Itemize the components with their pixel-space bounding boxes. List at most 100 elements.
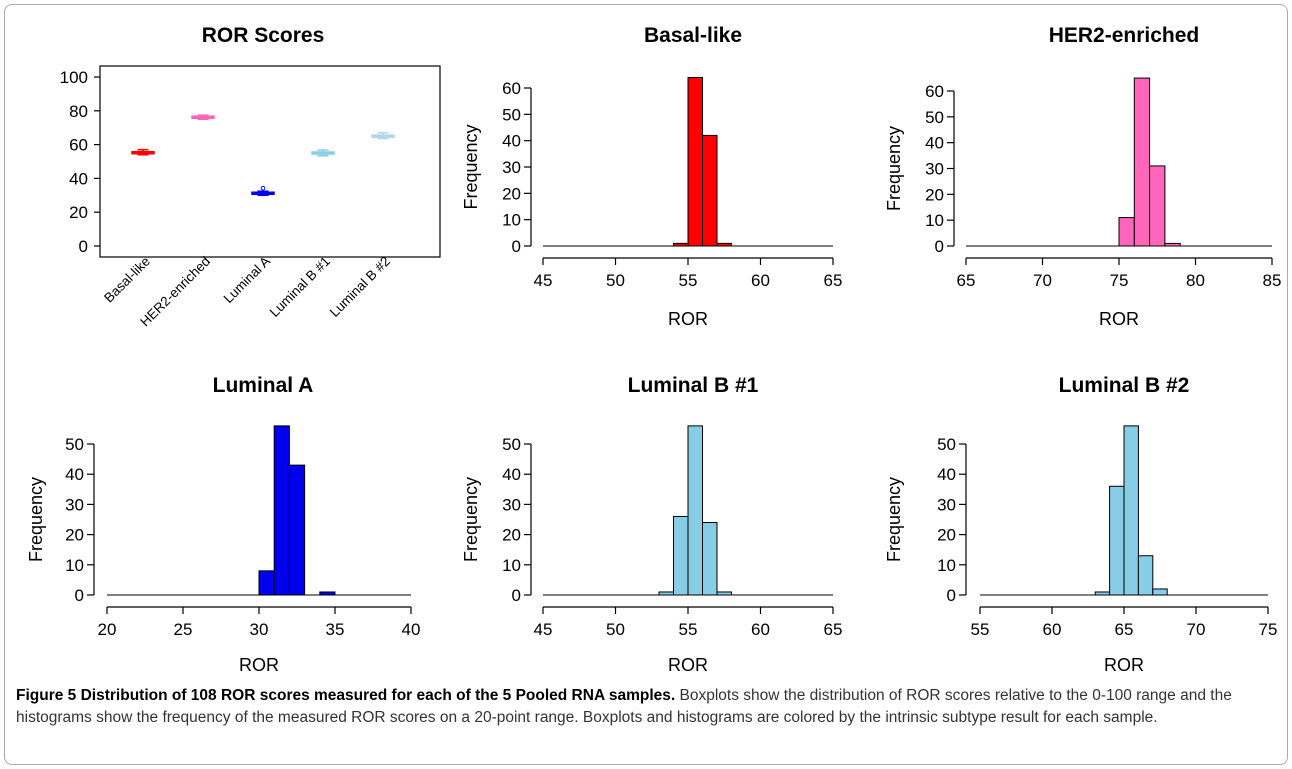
x-category-label: Luminal B #2: [327, 254, 393, 320]
y-tick-label: 40: [69, 169, 88, 188]
y-tick-label: 0: [935, 237, 944, 256]
x-category-label: Luminal A: [221, 254, 274, 307]
x-tick-label: 85: [1263, 271, 1282, 290]
y-tick-label: 60: [502, 79, 521, 98]
x-tick-label: 45: [534, 271, 553, 290]
x-category-label: Luminal B #1: [267, 254, 333, 320]
y-tick-label: 30: [502, 495, 521, 514]
y-tick-label: 20: [65, 526, 84, 545]
y-tick-label: 10: [925, 211, 944, 230]
histogram-bar: [702, 522, 718, 596]
x-tick-label: 75: [1110, 271, 1129, 290]
x-tick-label: 60: [751, 271, 770, 290]
y-tick-label: 20: [69, 203, 88, 222]
y-tick-label: 60: [925, 82, 944, 101]
histogram-bar: [1094, 591, 1111, 596]
chart-title: Luminal B #1: [628, 374, 759, 397]
y-tick-label: 20: [502, 526, 521, 545]
figure-frame: [4, 4, 1288, 765]
x-tick-label: 55: [679, 271, 698, 290]
y-tick-label: 10: [502, 211, 521, 230]
y-tick-label: 40: [502, 465, 521, 484]
x-tick-label: 50: [606, 620, 625, 639]
histogram-bar: [687, 76, 703, 247]
x-tick-label: 45: [534, 620, 553, 639]
x-tick-label: 65: [824, 620, 843, 639]
x-category-label: Basal-like: [101, 254, 153, 306]
x-tick-label: 50: [606, 271, 625, 290]
figure-caption: Figure 5 Distribution of 108 ROR scores …: [16, 685, 1278, 729]
y-axis-label: Frequency: [884, 477, 904, 562]
x-tick-label: 20: [98, 620, 117, 639]
y-tick-label: 50: [502, 105, 521, 124]
y-tick-label: 0: [75, 586, 84, 605]
x-tick-label: 80: [1186, 271, 1205, 290]
y-tick-label: 0: [947, 586, 956, 605]
y-tick-label: 50: [65, 435, 84, 454]
x-tick-label: 60: [751, 620, 770, 639]
x-tick-label: 35: [326, 620, 345, 639]
histogram-bar: [1137, 555, 1154, 596]
histogram-bar: [1123, 425, 1139, 596]
y-tick-label: 0: [512, 237, 521, 256]
x-tick-label: 55: [971, 620, 990, 639]
y-tick-label: 10: [502, 556, 521, 575]
histogram-bar: [702, 134, 718, 247]
histogram-bar: [658, 591, 674, 596]
chart-panel-her2-enriched: HER2-enriched 65 70 75 80 85 ROR 0 10 20 30 40 50 60 F…: [884, 24, 1281, 329]
x-tick-label: 60: [1043, 620, 1062, 639]
histogram-bar: [1109, 485, 1125, 596]
chart-panel-luminal-b-2: Luminal B #2 55 60 65 70 75 ROR 0 10 20 30 40 50 Freq…: [884, 374, 1277, 675]
y-tick-label: 80: [69, 102, 88, 121]
y-tick-label: 50: [502, 435, 521, 454]
figure-plots: ROR Scores020406080100Basal-likeHER2-enr…: [26, 24, 1281, 675]
plot-frame: [99, 65, 441, 258]
histogram-bar: [319, 591, 336, 596]
x-tick-label: 65: [957, 271, 976, 290]
y-axis-label: Frequency: [461, 124, 481, 209]
y-tick-label: 30: [65, 495, 84, 514]
y-tick-label: 40: [925, 134, 944, 153]
chart-panel-luminal-a: Luminal A 20 25 30 35 40 ROR 0 10 20 30 40 50 Frequen…: [26, 374, 420, 675]
histogram-bar: [1133, 77, 1151, 247]
y-axis-label: Frequency: [26, 477, 46, 562]
histogram-bar: [673, 242, 689, 247]
chart-title: Luminal A: [213, 374, 314, 397]
box-outlier: [260, 185, 266, 191]
y-tick-label: 20: [937, 526, 956, 545]
histogram-bar: [288, 464, 306, 596]
histogram-bar: [1164, 242, 1181, 247]
x-axis-label: ROR: [1104, 655, 1144, 675]
y-axis-label: Frequency: [884, 126, 904, 211]
chart-panel-luminal-b-1: Luminal B #1 45 50 55 60 65 ROR 0 10 20 30 40 50 Freq…: [461, 374, 842, 675]
chart-title: Luminal B #2: [1059, 374, 1190, 397]
y-tick-label: 40: [937, 465, 956, 484]
histogram-bar: [716, 242, 732, 247]
histogram-bar: [716, 591, 732, 596]
x-axis-label: ROR: [668, 309, 708, 329]
y-tick-label: 50: [925, 108, 944, 127]
y-tick-label: 20: [502, 184, 521, 203]
chart-panel-basal-like: Basal-like 45 50 55 60 65 ROR 0 10 20 30 40 50 60 Freq…: [461, 24, 842, 329]
histogram-bar: [673, 515, 689, 596]
y-tick-label: 20: [925, 185, 944, 204]
y-tick-label: 30: [925, 160, 944, 179]
caption-label: Figure 5: [16, 687, 77, 704]
x-axis-label: ROR: [1099, 309, 1139, 329]
chart-title: ROR Scores: [202, 24, 325, 47]
x-tick-label: 30: [250, 620, 269, 639]
histogram-bar: [258, 570, 275, 596]
y-tick-label: 0: [512, 586, 521, 605]
x-tick-label: 65: [824, 271, 843, 290]
chart-title: HER2-enriched: [1049, 24, 1200, 47]
y-tick-label: 30: [937, 495, 956, 514]
y-tick-label: 10: [937, 556, 956, 575]
y-tick-label: 50: [937, 435, 956, 454]
caption-body: Boxplots show the distribution of ROR sc…: [16, 687, 1232, 726]
x-tick-label: 25: [174, 620, 193, 639]
histogram-bar: [1152, 588, 1168, 596]
chart-title: Basal-like: [644, 24, 742, 47]
y-tick-label: 10: [65, 556, 84, 575]
histogram-bar: [1149, 165, 1166, 247]
histogram-bar: [1118, 217, 1135, 247]
